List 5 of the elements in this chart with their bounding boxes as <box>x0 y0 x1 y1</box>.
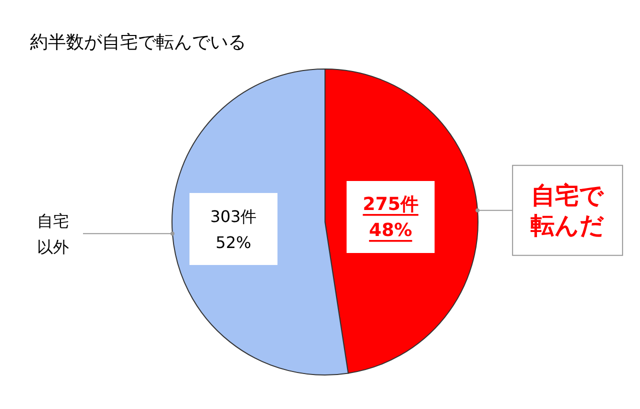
slice-label: 自宅以外 <box>37 211 69 256</box>
chart-title: 約半数が自宅で転んでいる <box>30 31 246 54</box>
slice-label: 自宅で転んだ <box>530 181 606 240</box>
data-label: 303件 52% <box>210 206 257 252</box>
data-label: 275件 48% <box>362 194 418 240</box>
